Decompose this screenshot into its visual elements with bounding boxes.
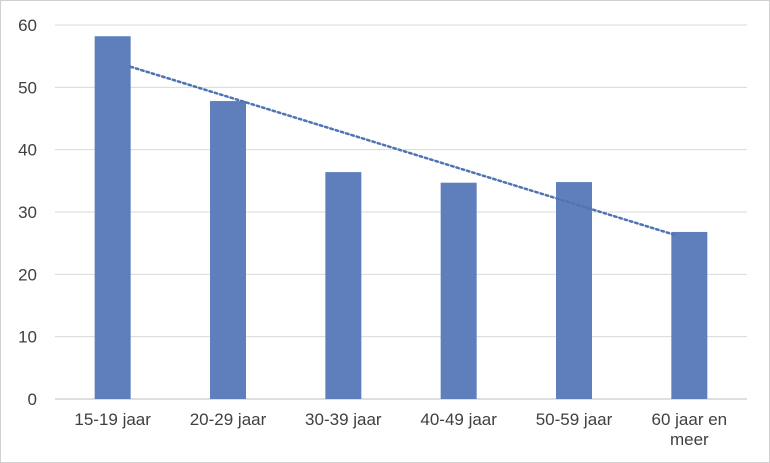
- x-tick-label: 60 jaar en: [652, 410, 728, 429]
- y-tick-label: 20: [18, 265, 37, 284]
- trendline-dotted: [129, 65, 677, 237]
- y-tick-label: 30: [18, 203, 37, 222]
- x-tick-label: 40-49 jaar: [420, 410, 497, 429]
- x-tick-label: 30-39 jaar: [305, 410, 382, 429]
- x-axis-labels: 15-19 jaar 20-29 jaar 30-39 jaar 40-49 jaar…: [74, 410, 727, 449]
- y-tick-label: 60: [18, 16, 37, 35]
- bar: [94, 36, 131, 399]
- bar: [440, 182, 477, 399]
- x-tick-label: 15-19 jaar: [74, 410, 151, 429]
- x-tick-label: 20-29 jaar: [190, 410, 267, 429]
- x-tick-label: meer: [670, 430, 709, 449]
- y-tick-label: 0: [28, 390, 37, 409]
- y-axis-labels: 0 10 20 30 40 50 60: [18, 16, 37, 409]
- bar: [556, 182, 592, 399]
- y-tick-label: 10: [18, 328, 37, 347]
- y-tick-label: 50: [18, 78, 37, 97]
- gridlines: [55, 24, 747, 400]
- bars: [94, 36, 708, 400]
- bar: [671, 231, 708, 399]
- y-tick-label: 40: [18, 141, 37, 160]
- x-tick-label: 50-59 jaar: [536, 410, 613, 429]
- bar: [325, 172, 362, 399]
- bar: [210, 101, 246, 400]
- trendline: [129, 65, 677, 237]
